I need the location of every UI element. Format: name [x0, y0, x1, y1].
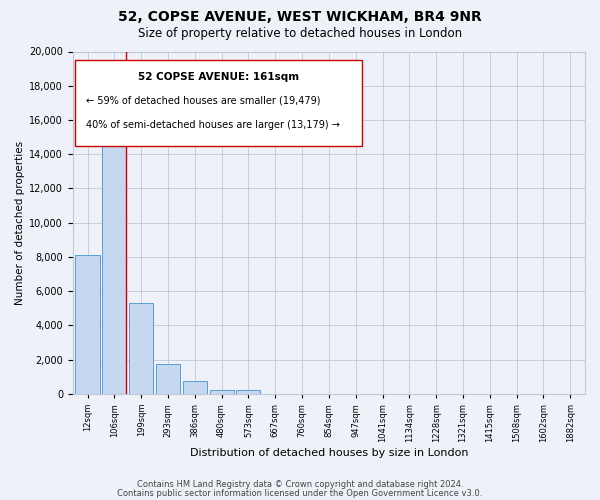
Y-axis label: Number of detached properties: Number of detached properties: [15, 140, 25, 304]
Text: 52 COPSE AVENUE: 161sqm: 52 COPSE AVENUE: 161sqm: [138, 72, 299, 82]
Bar: [129, 303, 153, 394]
Text: Contains public sector information licensed under the Open Government Licence v3: Contains public sector information licen…: [118, 488, 482, 498]
FancyBboxPatch shape: [76, 60, 362, 146]
Bar: [236, 390, 260, 394]
Text: ← 59% of detached houses are smaller (19,479): ← 59% of detached houses are smaller (19…: [86, 96, 320, 106]
Text: 52, COPSE AVENUE, WEST WICKHAM, BR4 9NR: 52, COPSE AVENUE, WEST WICKHAM, BR4 9NR: [118, 10, 482, 24]
Text: Contains HM Land Registry data © Crown copyright and database right 2024.: Contains HM Land Registry data © Crown c…: [137, 480, 463, 489]
Bar: [183, 381, 207, 394]
Bar: [209, 390, 233, 394]
Text: Size of property relative to detached houses in London: Size of property relative to detached ho…: [138, 28, 462, 40]
X-axis label: Distribution of detached houses by size in London: Distribution of detached houses by size …: [190, 448, 468, 458]
Bar: [156, 364, 180, 394]
Bar: [102, 112, 127, 394]
Text: 40% of semi-detached houses are larger (13,179) →: 40% of semi-detached houses are larger (…: [86, 120, 340, 130]
Bar: [76, 255, 100, 394]
